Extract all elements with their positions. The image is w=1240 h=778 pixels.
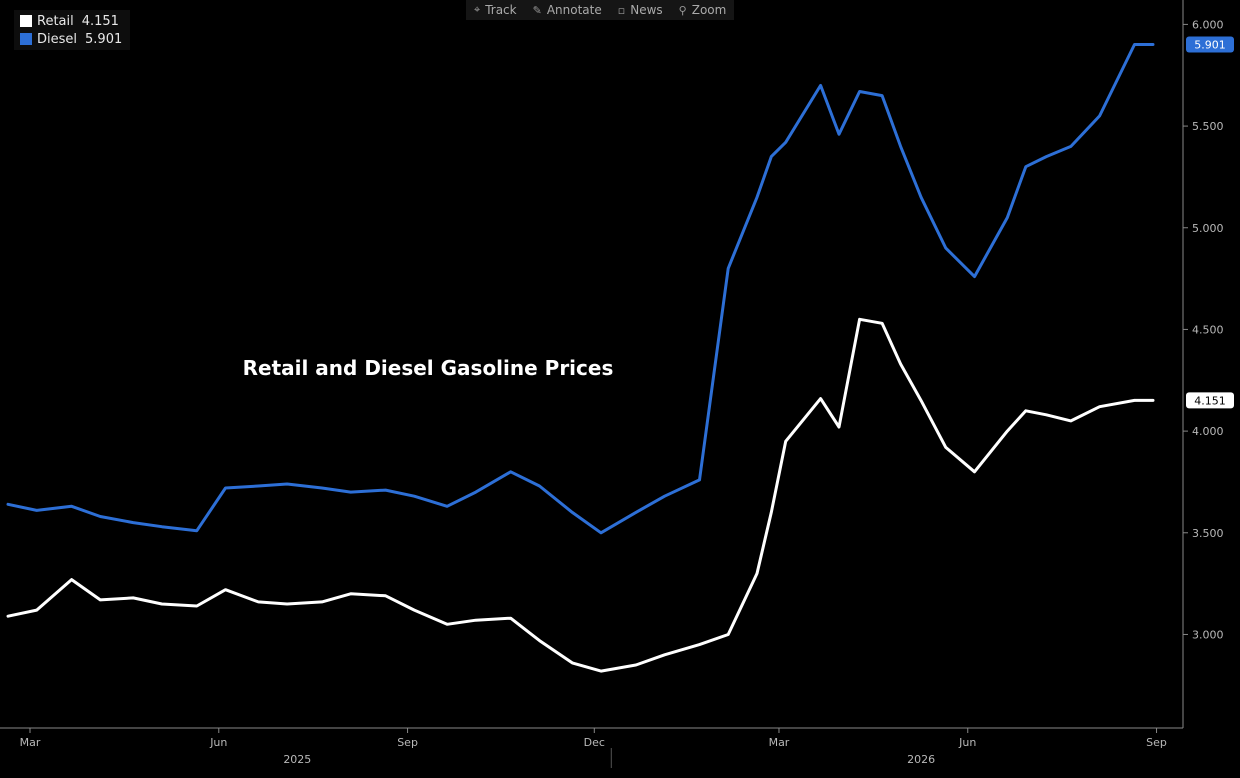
annotate-label: Annotate xyxy=(546,3,602,17)
y-tick-label-3: 4.500 xyxy=(1192,323,1224,336)
y-tick-label-2: 4.000 xyxy=(1192,425,1224,438)
y-tick-label-0: 3.000 xyxy=(1192,628,1224,641)
track-label: Track xyxy=(485,3,517,17)
legend: Retail 4.151 Diesel 5.901 xyxy=(14,10,131,50)
crosshair-icon: ⌖ xyxy=(474,3,481,16)
legend-item-retail[interactable]: Retail 4.151 xyxy=(20,12,122,30)
y-tick-label-4: 5.000 xyxy=(1192,222,1224,235)
series-line-retail xyxy=(6,317,1155,673)
value-badge-retail xyxy=(1186,392,1234,409)
value-badge-text-retail: 4.151 xyxy=(1194,394,1226,407)
legend-label-retail: Retail xyxy=(37,13,74,29)
y-tick-label-1: 3.500 xyxy=(1192,527,1224,540)
zoom-button[interactable]: ⚲ Zoom xyxy=(679,3,727,17)
zoom-label: Zoom xyxy=(691,3,727,17)
legend-item-diesel[interactable]: Diesel 5.901 xyxy=(20,30,122,48)
annotate-button[interactable]: ✎ Annotate xyxy=(533,3,602,17)
x-tick-label-2: Sep xyxy=(397,736,418,749)
x-tick-label-5: Jun xyxy=(958,736,976,749)
value-badge-text-diesel: 5.901 xyxy=(1194,39,1226,52)
x-tick-label-6: Sep xyxy=(1146,736,1167,749)
year-label-1: 2026 xyxy=(907,753,935,766)
news-label: News xyxy=(630,3,663,17)
chart-title: Retail and Diesel Gasoline Prices xyxy=(243,356,614,380)
pencil-icon: ✎ xyxy=(532,3,542,17)
chart-toolbar: ⌖ Track ✎ Annotate ▫ News ⚲ Zoom xyxy=(466,0,735,20)
legend-label-diesel: Diesel xyxy=(37,31,78,47)
zoom-icon: ⚲ xyxy=(678,3,687,17)
x-tick-label-4: Mar xyxy=(769,736,790,749)
value-badge-diesel xyxy=(1186,36,1234,53)
series-line-diesel xyxy=(6,43,1155,535)
y-tick-label-6: 6.000 xyxy=(1192,18,1224,31)
diesel-swatch xyxy=(20,33,32,45)
track-button[interactable]: ⌖ Track xyxy=(474,3,517,17)
x-tick-label-0: Mar xyxy=(20,736,41,749)
news-icon: ▫ xyxy=(617,3,626,17)
x-tick-label-1: Jun xyxy=(209,736,227,749)
legend-value-retail: 4.151 xyxy=(81,13,119,29)
year-label-0: 2025 xyxy=(283,753,311,766)
news-button[interactable]: ▫ News xyxy=(618,3,663,17)
legend-value-diesel: 5.901 xyxy=(85,31,123,47)
retail-swatch xyxy=(20,15,32,27)
x-tick-label-3: Dec xyxy=(584,736,605,749)
y-tick-label-5: 5.500 xyxy=(1192,120,1224,133)
